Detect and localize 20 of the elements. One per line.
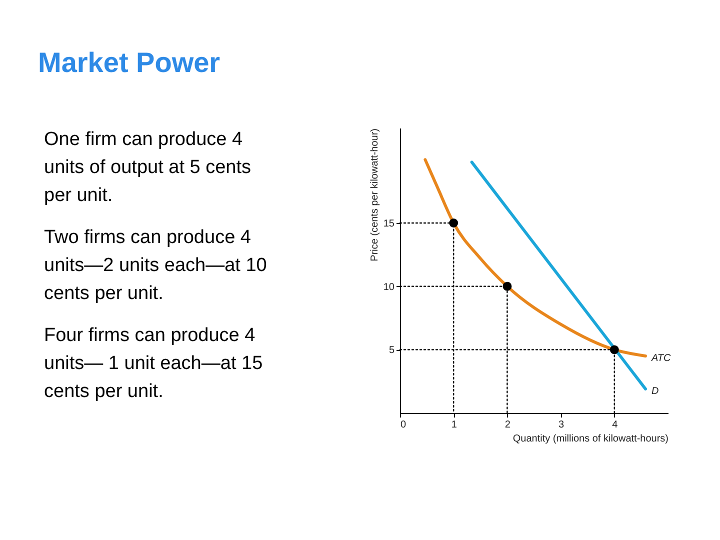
text: Four firms can produce 4 units— 1 unit each—at 15 cents per unit. <box>44 325 263 402</box>
x-tick-label: 2 <box>504 420 511 430</box>
point <box>610 345 619 354</box>
y-axis-title: Price (cents per kilowatt-hour) <box>369 128 380 262</box>
x-tick-label: 3 <box>558 420 565 430</box>
text: One firm can produce 4 units of output at 5 cents per unit. <box>44 129 252 206</box>
text: Market Power <box>38 47 220 78</box>
x-tick-label: 4 <box>612 420 618 430</box>
x-axis-title: Quantity (millions of kilowatt-hours) <box>512 434 668 444</box>
x-tick-label: 0 <box>400 420 406 430</box>
point <box>449 218 458 228</box>
y-tick-label: 15 <box>383 218 395 230</box>
point <box>502 282 512 291</box>
series-label: ATC <box>650 353 672 364</box>
y-tick-label: 10 <box>383 282 395 293</box>
line-series <box>424 158 647 358</box>
x-tick-label: 1 <box>451 420 458 430</box>
text: Two firms can produce 4 units—2 units each—at 10 cents per unit. <box>44 227 267 304</box>
series-label: D <box>651 386 659 397</box>
y-tick-label: 5 <box>388 345 395 356</box>
